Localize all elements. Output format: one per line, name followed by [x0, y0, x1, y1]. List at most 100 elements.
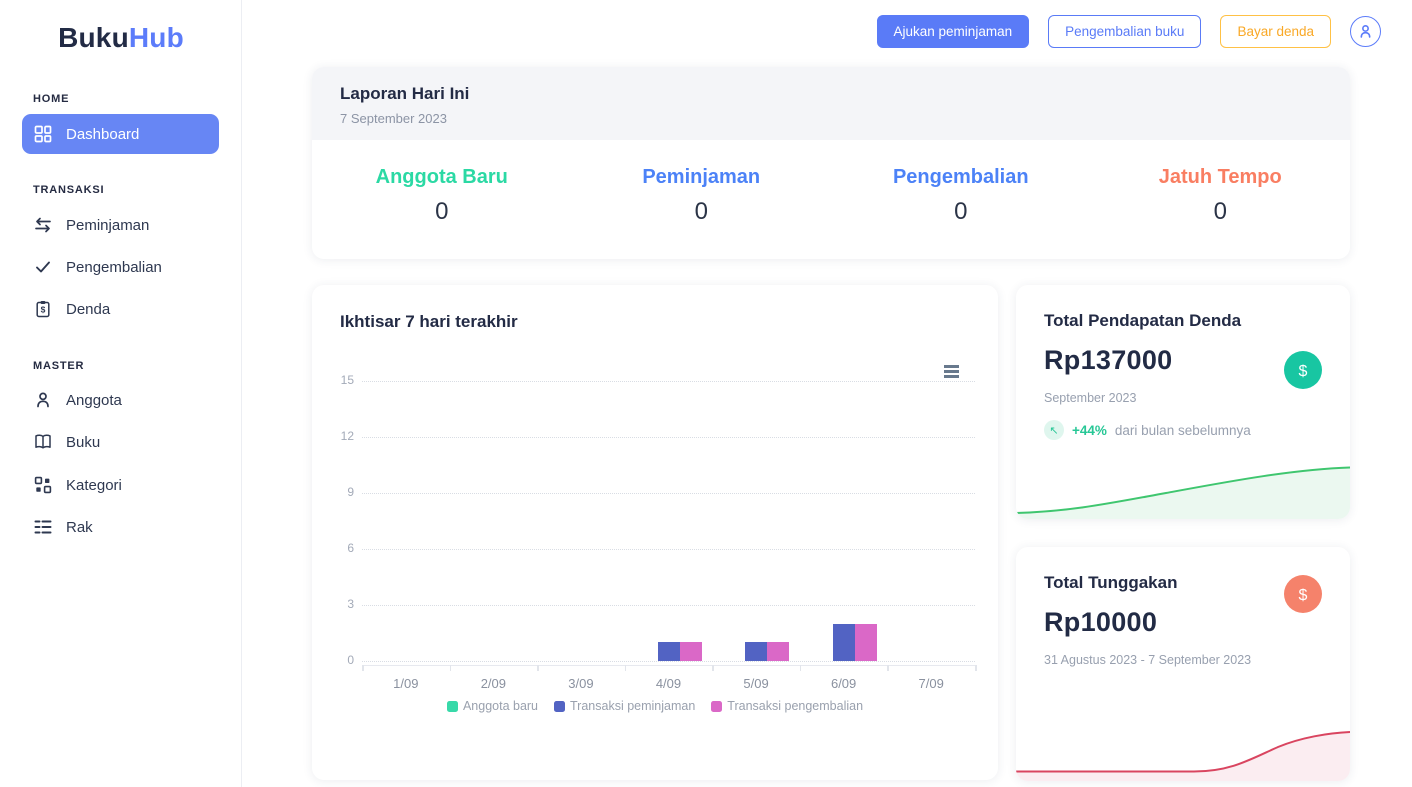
- x-axis-tick-label: 2/09: [480, 676, 506, 691]
- sidebar-item-label: Anggota: [66, 391, 122, 409]
- ajukan-peminjaman-button[interactable]: Ajukan peminjaman: [876, 14, 1030, 48]
- user-icon: [1360, 24, 1371, 38]
- gridline: [362, 661, 975, 662]
- stat-jatuh-tempo: Jatuh Tempo 0: [1091, 166, 1351, 226]
- bar-transaksi-pengembalian: [767, 642, 790, 661]
- sidebar-item-label: Peminjaman: [66, 216, 150, 234]
- x-axis-tick: [975, 665, 977, 671]
- x-axis-tick: [449, 665, 452, 671]
- bar-transaksi-peminjaman: [657, 642, 680, 661]
- stat-value: 0: [435, 198, 449, 225]
- brand-logo: BukuHub: [0, 22, 242, 54]
- y-axis-tick-label: 0: [347, 653, 354, 667]
- gridline: [362, 493, 975, 494]
- gridline: [362, 381, 975, 382]
- x-axis-tick: [537, 665, 539, 671]
- chart-menu-icon[interactable]: [941, 362, 962, 381]
- arrears-amount: Rp10000: [1044, 607, 1158, 637]
- x-axis-tick-label: 3/09: [568, 676, 594, 691]
- dollar-coin-icon: $: [1284, 575, 1322, 613]
- svg-text:$: $: [41, 305, 46, 315]
- gridline: [362, 605, 975, 606]
- arrears-period: 31 Agustus 2023 - 7 September 2023: [1044, 653, 1252, 667]
- sidebar-item-label: Rak: [66, 518, 93, 536]
- x-axis-tick: [799, 665, 802, 671]
- legend-swatch: [711, 700, 723, 712]
- total-income-card: Total Pendapatan Denda $ Rp137000 Septem…: [1016, 285, 1350, 519]
- x-axis-tick-label: 7/09: [918, 676, 944, 691]
- category-grid-icon: [34, 476, 52, 494]
- topbar: Ajukan peminjaman Pengembalian buku Baya…: [242, 0, 1412, 62]
- weekly-overview-chart-card: Ikhtisar 7 hari terakhir 15 12 9 6 3 0 1/09 2/0…: [312, 285, 998, 780]
- check-icon: [34, 258, 52, 276]
- trend-up-icon: ↖: [1044, 420, 1064, 440]
- x-axis-tick: [712, 665, 714, 671]
- bar-transaksi-peminjaman: [832, 623, 855, 661]
- arrears-sparkline: [1016, 731, 1350, 781]
- user-avatar[interactable]: [1350, 15, 1381, 47]
- sidebar-item-label: Pengembalian: [66, 258, 162, 276]
- section-label-transaksi: TRANSAKSI: [33, 184, 105, 196]
- stat-value: 0: [694, 198, 708, 225]
- stat-label: Anggota Baru: [375, 166, 508, 188]
- bar-transaksi-pengembalian: [854, 623, 877, 661]
- legend-item-transaksi-peminjaman[interactable]: Transaksi peminjaman: [554, 699, 695, 713]
- legend-label: Transaksi peminjaman: [570, 699, 696, 713]
- dollar-coin-icon: $: [1284, 351, 1322, 389]
- x-axis-line: [362, 665, 975, 666]
- bar-transaksi-pengembalian: [679, 642, 702, 661]
- stat-pengembalian: Pengembalian 0: [831, 166, 1091, 226]
- sidebar-item-dashboard[interactable]: Dashboard: [22, 114, 219, 154]
- sidebar-item-label: Denda: [66, 300, 111, 318]
- sidebar-item-kategori[interactable]: Kategori: [22, 465, 219, 505]
- income-sparkline: [1016, 466, 1350, 519]
- legend-item-anggota-baru[interactable]: Anggota baru: [446, 699, 539, 713]
- stat-value: 0: [1213, 198, 1227, 225]
- clipboard-dollar-icon: $: [34, 300, 52, 318]
- y-axis-tick-label: 12: [340, 429, 354, 443]
- arrears-card-title: Total Tunggakan: [1044, 573, 1178, 592]
- sidebar-item-pengembalian[interactable]: Pengembalian: [22, 247, 219, 287]
- swap-arrows-icon: [34, 216, 52, 234]
- legend-swatch: [554, 700, 566, 712]
- sidebar-item-denda[interactable]: $ Denda: [22, 289, 219, 329]
- income-delta-row: ↖ +44% dari bulan sebelumnya: [1044, 420, 1251, 440]
- sidebar-item-anggota[interactable]: Anggota: [22, 380, 219, 420]
- daily-report-header: Laporan Hari Ini 7 September 2023: [312, 67, 1350, 140]
- x-axis-tick: [624, 665, 627, 671]
- stat-label: Jatuh Tempo: [1158, 166, 1282, 188]
- x-axis-tick: [362, 665, 364, 671]
- legend-label: Anggota baru: [462, 699, 539, 713]
- legend-swatch: [446, 700, 458, 712]
- sidebar: BukuHub HOME Dashboard TRANSAKSI: [0, 0, 242, 787]
- daily-report-stats: Anggota Baru 0 Peminjaman 0 Pengembalian…: [312, 140, 1350, 226]
- chart-title: Ikhtisar 7 hari terakhir: [340, 312, 518, 331]
- income-delta-note: dari bulan sebelumnya: [1114, 422, 1251, 438]
- sidebar-item-peminjaman[interactable]: Peminjaman: [22, 205, 219, 245]
- pengembalian-buku-button[interactable]: Pengembalian buku: [1048, 14, 1202, 48]
- sidebar-item-label: Buku: [66, 433, 101, 451]
- gridline: [362, 437, 975, 438]
- stat-value: 0: [954, 198, 968, 225]
- stat-anggota-baru: Anggota Baru 0: [312, 166, 572, 226]
- sidebar-item-label: Dashboard: [66, 125, 140, 143]
- brand-accent: Hub: [128, 22, 184, 53]
- sidebar-item-rak[interactable]: Rak: [22, 507, 219, 547]
- sidebar-item-buku[interactable]: Buku: [22, 422, 219, 462]
- bayar-denda-button[interactable]: Bayar denda: [1220, 14, 1331, 48]
- x-axis-tick-label: 6/09: [830, 676, 857, 691]
- y-axis-tick-label: 15: [340, 373, 354, 387]
- daily-report-title: Laporan Hari Ini: [340, 84, 470, 103]
- income-card-title: Total Pendapatan Denda: [1044, 311, 1242, 330]
- x-axis-tick-label: 5/09: [743, 676, 769, 691]
- brand-primary: Buku: [58, 22, 129, 53]
- y-axis-tick-label: 9: [347, 485, 354, 499]
- sidebar-item-label: Kategori: [66, 476, 122, 494]
- svg-text:$: $: [1299, 587, 1308, 604]
- y-axis-tick-label: 6: [347, 541, 354, 555]
- section-label-home: HOME: [33, 93, 70, 105]
- legend-item-transaksi-pengembalian[interactable]: Transaksi pengembalian: [711, 699, 863, 713]
- daily-report-card: Laporan Hari Ini 7 September 2023 Anggot…: [312, 67, 1350, 259]
- svg-text:$: $: [1299, 363, 1308, 380]
- shelf-rows-icon: [34, 518, 52, 536]
